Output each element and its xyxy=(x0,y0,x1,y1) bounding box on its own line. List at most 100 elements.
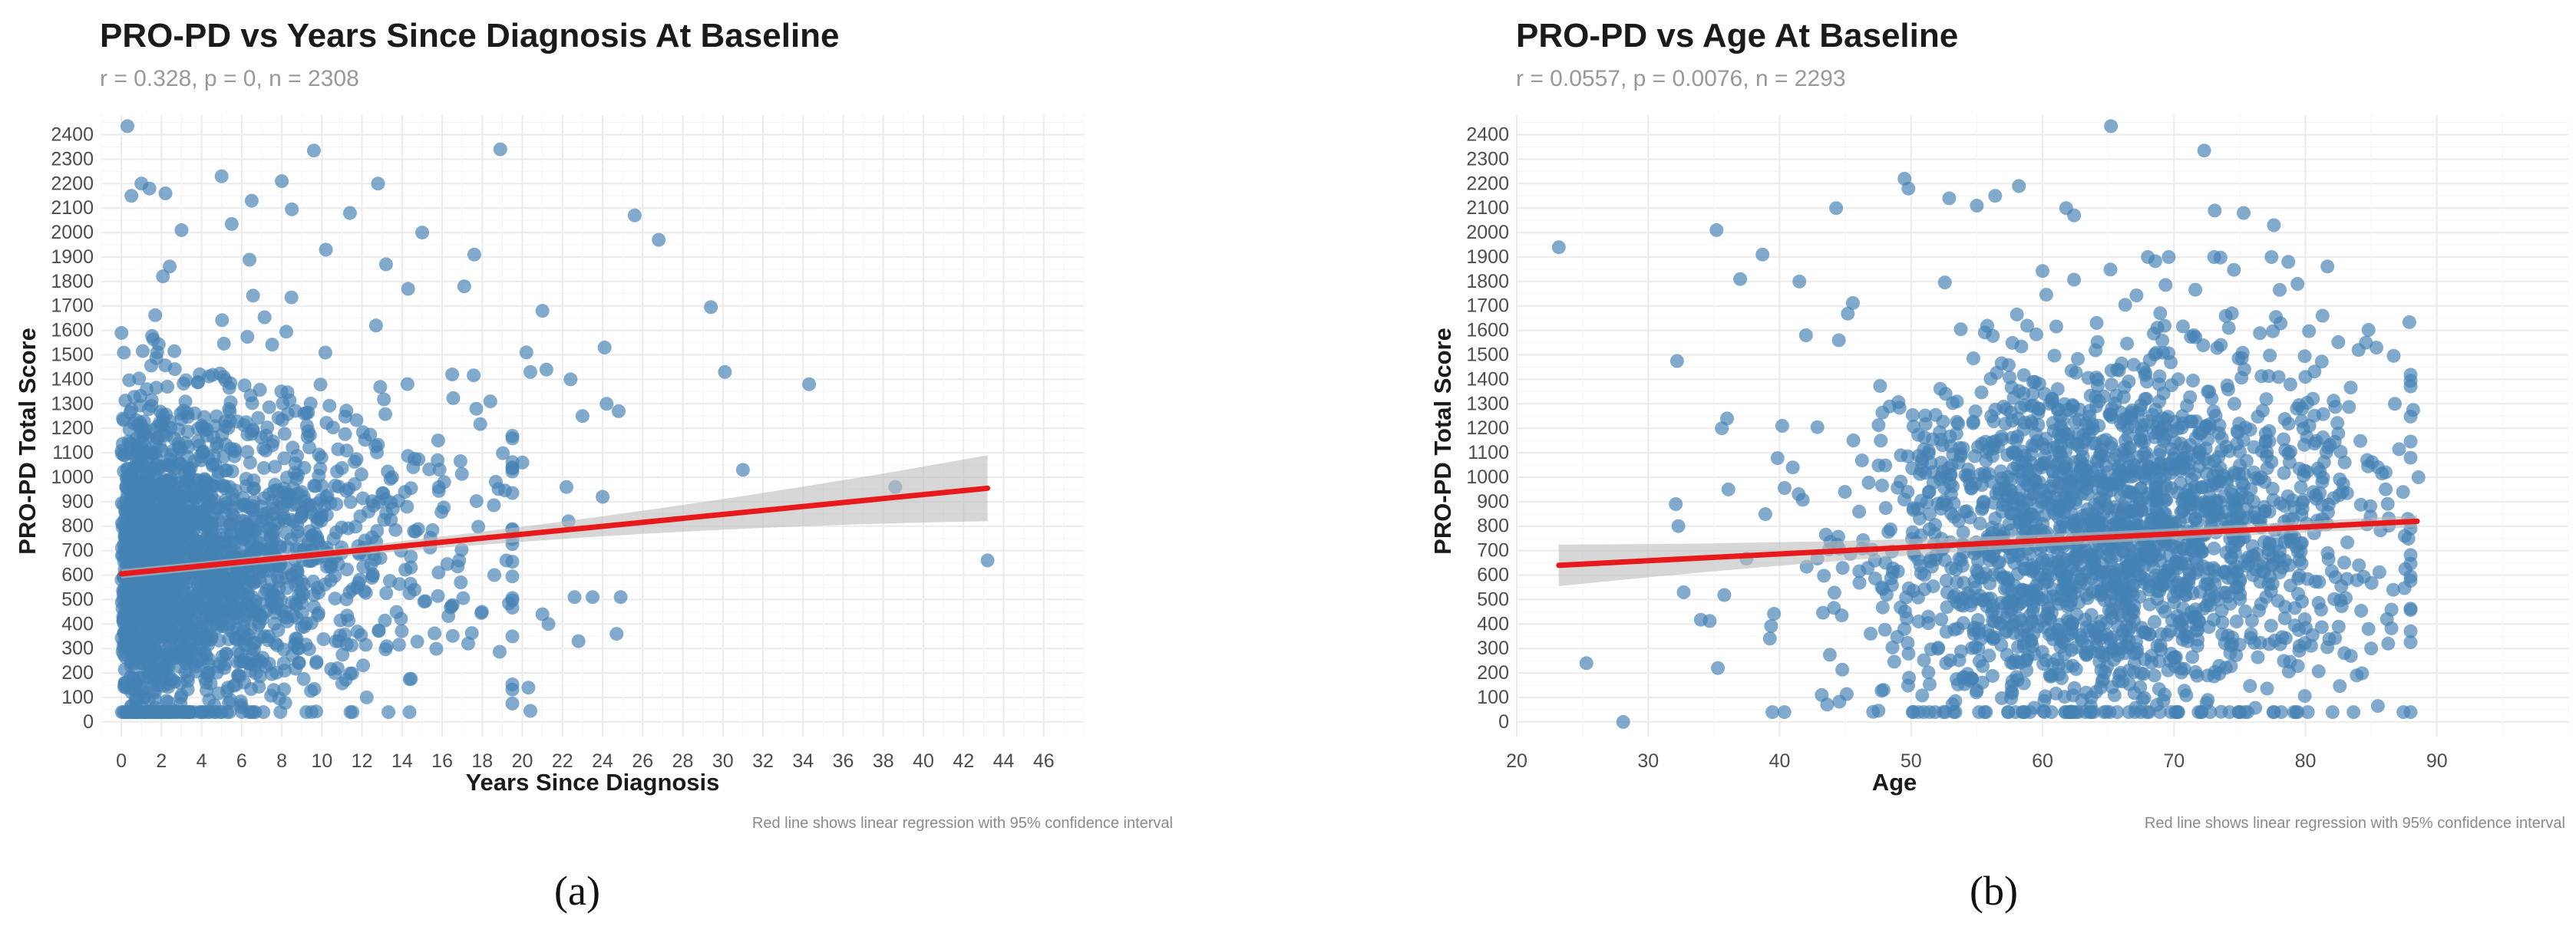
data-point xyxy=(2069,565,2084,579)
data-point xyxy=(1993,566,2007,581)
data-point xyxy=(319,242,333,257)
data-point xyxy=(356,658,371,673)
data-point xyxy=(1876,683,1891,697)
data-point xyxy=(1925,432,1940,447)
data-point xyxy=(571,634,586,648)
data-point xyxy=(2210,464,2224,479)
data-point xyxy=(308,526,322,541)
data-point xyxy=(1852,564,1867,579)
data-point xyxy=(2251,650,2265,664)
data-point xyxy=(306,143,321,158)
data-point xyxy=(2211,504,2225,519)
data-point xyxy=(1901,646,1916,661)
data-point xyxy=(2206,561,2221,575)
data-point xyxy=(1579,656,1593,671)
data-point xyxy=(328,666,342,681)
data-point xyxy=(1973,516,1987,531)
data-point xyxy=(1854,453,1869,468)
data-point xyxy=(454,466,469,481)
data-point xyxy=(2101,578,2115,592)
data-point xyxy=(1917,653,1931,668)
data-point xyxy=(1974,385,1989,400)
data-point xyxy=(204,629,219,643)
data-point xyxy=(2208,589,2222,604)
data-point xyxy=(2082,404,2097,418)
data-point xyxy=(2361,323,2376,337)
data-point xyxy=(2219,546,2234,559)
data-point xyxy=(400,499,414,514)
data-point xyxy=(229,631,243,645)
data-point xyxy=(2043,668,2057,682)
data-point xyxy=(2311,664,2326,678)
data-point xyxy=(519,345,533,360)
x-tick-label: 36 xyxy=(833,750,854,772)
data-point xyxy=(597,341,612,354)
data-point xyxy=(235,705,249,720)
data-point xyxy=(1972,625,1986,640)
data-point xyxy=(163,522,178,536)
data-point xyxy=(268,601,282,615)
data-point xyxy=(1720,411,1734,426)
data-point xyxy=(359,690,374,704)
data-point xyxy=(1986,496,2001,510)
data-point xyxy=(319,416,334,430)
data-point xyxy=(1906,419,1920,434)
data-point xyxy=(2337,556,2351,570)
data-point xyxy=(223,376,238,391)
data-point xyxy=(262,400,276,414)
data-point xyxy=(2186,374,2200,387)
chart-title-b: PRO-PD vs Age At Baseline xyxy=(1516,17,1959,54)
data-point xyxy=(2331,619,2346,634)
data-point xyxy=(2016,636,2031,651)
data-point xyxy=(126,657,140,671)
data-point xyxy=(1905,408,1920,422)
data-point xyxy=(240,445,255,459)
data-point xyxy=(609,627,624,641)
data-point xyxy=(2277,611,2292,625)
data-point xyxy=(1986,547,2001,562)
chart-caption-b: Red line shows linear regression with 95… xyxy=(2144,815,2565,832)
data-point xyxy=(1953,553,1968,568)
data-point xyxy=(2122,542,2136,556)
data-point xyxy=(117,680,131,694)
data-point xyxy=(2386,348,2401,363)
data-point xyxy=(1901,636,1915,650)
regression-line xyxy=(1556,518,2420,569)
data-point xyxy=(218,499,233,514)
data-point xyxy=(473,417,487,431)
data-point xyxy=(132,371,147,386)
data-point xyxy=(1918,466,1933,480)
data-point xyxy=(2186,328,2201,342)
data-point xyxy=(451,559,465,574)
data-point xyxy=(2313,465,2327,479)
data-point xyxy=(2162,250,2176,264)
data-point xyxy=(410,635,424,649)
data-point xyxy=(114,631,129,645)
data-point xyxy=(1852,575,1867,590)
data-point xyxy=(2001,358,2016,372)
data-point xyxy=(2314,354,2329,369)
data-point xyxy=(2232,417,2247,431)
data-point xyxy=(304,705,319,720)
data-point xyxy=(2292,644,2307,658)
data-point xyxy=(223,404,237,419)
data-point xyxy=(159,407,173,422)
data-point xyxy=(259,443,273,458)
data-point xyxy=(1875,478,1889,493)
y-tick-label: 1900 xyxy=(51,246,94,268)
data-point xyxy=(2013,401,2028,415)
data-point xyxy=(1721,482,1735,496)
data-point xyxy=(266,585,280,600)
data-point xyxy=(2340,572,2354,586)
data-point xyxy=(1816,605,1830,620)
data-point xyxy=(2315,498,2330,512)
data-point xyxy=(2174,476,2188,490)
data-point xyxy=(279,526,294,541)
data-point xyxy=(237,675,252,690)
data-point xyxy=(505,629,520,644)
data-point xyxy=(2175,665,2188,680)
data-point xyxy=(130,551,144,565)
data-point xyxy=(2195,480,2209,495)
data-point xyxy=(2020,318,2034,333)
data-point xyxy=(2229,566,2244,581)
